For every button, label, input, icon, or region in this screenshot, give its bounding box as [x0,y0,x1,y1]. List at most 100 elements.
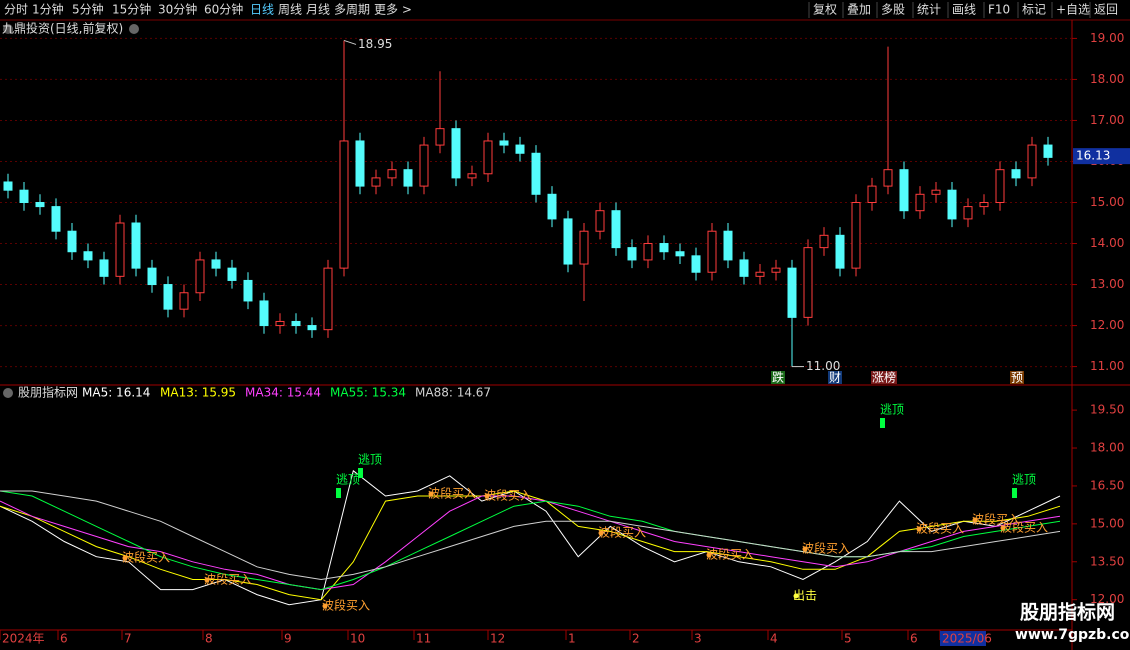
event-tag[interactable] [1010,371,1024,384]
candle-body [83,251,93,261]
signal-marker [916,526,922,532]
y-tick-label: 19.50 [1090,403,1124,417]
indicator-line [0,490,1061,581]
dropdown-icon[interactable] [129,24,139,34]
candle-body [1043,144,1053,158]
date-label: 8 [205,632,213,646]
toolbar-button[interactable]: 1分钟 [32,2,64,17]
candle-body [515,144,525,154]
candle-body [883,169,893,187]
signal-label: 逃顶 [880,403,904,417]
candle-body [915,193,925,212]
candle-body [1027,144,1037,179]
candle-body [707,230,717,273]
date-label: 11 [416,632,431,646]
date-label: 12 [490,632,505,646]
signal-marker [793,593,799,599]
event-label[interactable]: 财 [829,371,841,385]
toolbar-button[interactable]: 画线 [952,3,976,17]
toolbar-button[interactable]: 30分钟 [158,2,197,17]
candle-body [819,234,829,249]
toolbar-button[interactable]: 更多 > [374,3,412,17]
candle-body [467,173,477,179]
candle-body [803,247,813,318]
candle-body [259,300,269,327]
indicator-line [0,490,1061,601]
toolbar-button[interactable]: 复权 [813,3,837,17]
candle-body [995,169,1005,204]
toolbar-button[interactable]: 15分钟 [112,2,151,17]
y-tick-label: 12.00 [1090,592,1124,606]
candle-body [867,185,877,204]
event-label[interactable]: 跌 [772,370,784,385]
candle-body [643,243,653,261]
candle-body [291,320,301,327]
candle-body [1011,169,1021,179]
candle-body [115,222,125,277]
candle-body [371,177,381,187]
legend-entry: MA88: 14.67 [415,386,491,400]
date-highlight [940,631,986,646]
toolbar-button[interactable]: 多股 [881,3,905,17]
main-title: 九鼎投资(日线,前复权) [2,21,123,36]
toolbar-button[interactable]: 分时 [4,3,28,17]
candle-body [451,128,461,179]
event-label[interactable]: 预 [1011,371,1023,385]
signal-label: 波段买入 [484,488,532,503]
menu-icon[interactable] [3,24,13,34]
last-price-box [1073,148,1130,165]
toolbar-button[interactable]: 60分钟 [204,2,243,17]
toolbar-button[interactable]: 周线 [278,3,302,17]
candle-body [659,243,669,253]
candle-body [339,140,349,269]
toolbar-button[interactable]: 多周期 [334,3,370,17]
toolbar-button[interactable]: 统计 [917,3,941,17]
toolbar-button[interactable]: 日线 [250,3,274,17]
signal-label: 逃顶 [358,453,382,467]
toolbar-button[interactable]: 返回 [1094,3,1118,17]
max-label: 18.95 [358,37,392,51]
legend-entry: MA55: 15.34 [330,386,406,400]
toolbar-button[interactable]: 5分钟 [72,2,104,17]
candle-body [483,140,493,175]
event-tag[interactable] [771,371,785,384]
candle-body [595,210,605,232]
candle-body [19,189,29,203]
candle-body [947,189,957,220]
signal-label: 波段买入 [706,547,754,562]
date-label: 9 [284,632,292,646]
candle-body [675,251,685,257]
dropdown-icon[interactable] [3,388,13,398]
date-label: 6 [910,632,918,646]
event-label[interactable]: 涨榜 [872,370,896,385]
candle-body [627,247,637,261]
signal-label: 出击 [793,589,817,603]
event-tag[interactable] [828,371,842,384]
candle-body [387,169,397,179]
toolbar-button[interactable]: 叠加 [847,3,871,17]
y-tick-label: 19.00 [1090,31,1124,45]
toolbar-button[interactable]: 月线 [306,3,330,17]
min-label: 11.00 [806,359,840,373]
candle-body [963,206,973,220]
signal-marker [336,488,341,498]
legend-entry: MA13: 15.95 [160,386,236,400]
candle-body [355,140,365,187]
legend-entry: MA34: 15.44 [245,386,321,400]
last-price-label: 16.13 [1076,149,1110,163]
watermark-name: 股朋指标网 [1020,602,1115,624]
y-tick-label: 16.50 [1090,478,1124,492]
candle-body [499,140,509,146]
toolbar-button[interactable]: F10 [988,3,1010,17]
date-label: 5 [844,632,852,646]
signal-marker [972,517,978,523]
toolbar-button[interactable]: 标记 [1022,3,1046,17]
y-tick-label: 13.50 [1090,554,1124,568]
signal-label: 波段买入 [122,550,170,565]
candle-body [163,284,173,310]
event-tag[interactable] [871,371,897,384]
candle-body [227,267,237,281]
toolbar-button[interactable]: +自选 [1056,3,1090,17]
